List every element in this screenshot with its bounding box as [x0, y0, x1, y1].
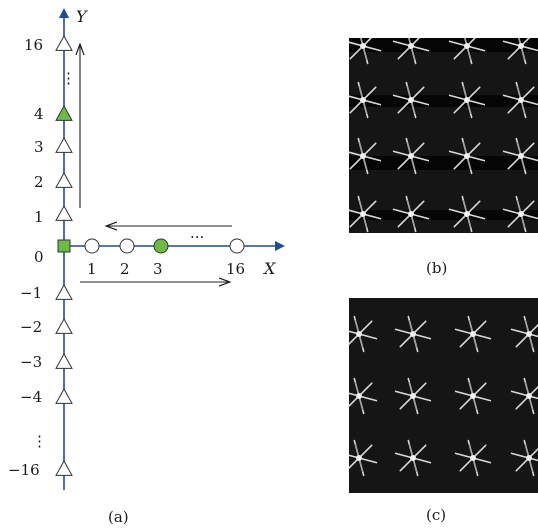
- y-tick-neg16: −16: [8, 461, 40, 479]
- diffraction-star: [448, 81, 486, 119]
- diffraction-star: [510, 315, 538, 353]
- diffraction-star: [502, 81, 538, 119]
- diffraction-star: [510, 377, 538, 415]
- y-tick-neg3: −3: [20, 353, 42, 371]
- photo-background: [349, 38, 538, 233]
- photo-background: [349, 298, 538, 493]
- diffraction-star: [392, 81, 430, 119]
- y-tick-0: 0: [34, 248, 44, 266]
- y-positive-markers: [55, 34, 73, 221]
- y-tick-2: 2: [34, 173, 44, 191]
- diffraction-star: [454, 439, 492, 477]
- y-tick-16: 16: [24, 36, 43, 54]
- y-tick-neg4: −4: [20, 388, 42, 406]
- diffraction-star: [394, 315, 432, 353]
- y-tick-3: 3: [34, 138, 44, 156]
- y-ellipsis-bottom: ⋮: [32, 432, 47, 450]
- y-marker-neg2: [55, 317, 73, 334]
- x-tick-3: 3: [153, 260, 163, 278]
- diffraction-image-b: [349, 38, 538, 233]
- diffraction-star: [349, 377, 378, 415]
- diffraction-star: [392, 195, 430, 233]
- x-tick-16: 16: [226, 260, 245, 278]
- dark-band: [349, 95, 538, 107]
- diffraction-star: [448, 38, 486, 65]
- x-circle-markers: [84, 238, 245, 254]
- diffraction-star: [349, 81, 382, 119]
- y-tick-1: 1: [34, 208, 44, 226]
- dark-band: [349, 210, 538, 220]
- diffraction-star: [448, 137, 486, 175]
- x-ellipsis: ···: [190, 228, 204, 246]
- diffraction-star: [454, 377, 492, 415]
- diffraction-star: [394, 377, 432, 415]
- diffraction-star: [502, 38, 538, 65]
- diffraction-star: [454, 315, 492, 353]
- y-tick-neg1: −1: [20, 284, 42, 302]
- x-tick-1: 1: [87, 260, 97, 278]
- diffraction-star: [349, 137, 382, 175]
- diffraction-star: [502, 195, 538, 233]
- x-tick-2: 2: [120, 260, 130, 278]
- diffraction-star: [448, 195, 486, 233]
- diffraction-image-c: [349, 298, 538, 493]
- diffraction-star: [510, 439, 538, 477]
- diffraction-star: [349, 439, 378, 477]
- origin-square-marker: [57, 239, 71, 253]
- y-marker-2: [55, 171, 73, 188]
- y-marker-neg16: [55, 459, 73, 476]
- y-tick-neg2: −2: [20, 318, 42, 336]
- y-marker-16: [55, 34, 73, 51]
- caption-c: (c): [426, 506, 446, 524]
- diffraction-star: [349, 38, 382, 65]
- diffraction-star: [394, 439, 432, 477]
- x-axis-label: X: [262, 259, 276, 278]
- diffraction-image-c-graphic: [349, 298, 538, 493]
- y-marker-4: [55, 104, 73, 121]
- x-marker-1: [84, 238, 100, 254]
- y-marker-3: [55, 136, 73, 153]
- caption-a: (a): [108, 508, 129, 526]
- y-axis-label: Y: [76, 7, 88, 26]
- y-marker-1: [55, 204, 73, 221]
- y-marker-neg3: [55, 352, 73, 369]
- y-ellipsis-top: ⋮: [61, 69, 76, 87]
- diffraction-star: [392, 38, 430, 65]
- y-marker-neg4: [55, 387, 73, 404]
- y-marker-neg1: [55, 283, 73, 300]
- diffraction-star: [349, 195, 382, 233]
- caption-b: (b): [426, 259, 447, 277]
- x-marker-3: [153, 238, 169, 254]
- y-tick-4: 4: [34, 105, 44, 123]
- dark-band: [349, 156, 538, 170]
- diffraction-star: [502, 137, 538, 175]
- y-negative-markers: [55, 283, 73, 476]
- diffraction-image-b-graphic: [349, 38, 538, 233]
- diffraction-star: [349, 315, 378, 353]
- x-marker-16: [229, 238, 245, 254]
- diffraction-star: [392, 137, 430, 175]
- x-marker-2: [119, 238, 135, 254]
